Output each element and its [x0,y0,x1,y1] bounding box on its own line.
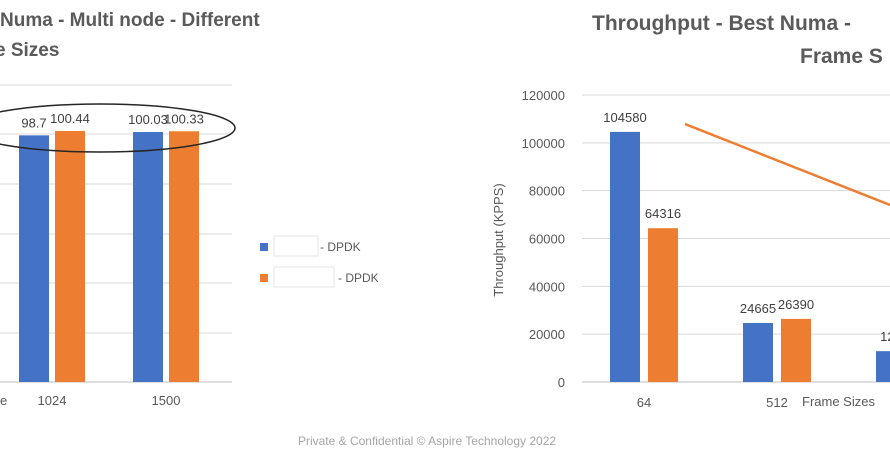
right-x-tick-64: 64 [637,395,651,410]
left-data-label: 100.03 [128,112,168,127]
legend-redacted-box-1 [273,235,319,257]
right-data-label: 64316 [645,206,681,221]
right-y-tick-0: 0 [558,375,565,390]
right-y-tick-labels: 0 20000 40000 60000 80000 100000 120000 [522,88,565,390]
left-bar-1024-s2 [55,131,85,382]
right-data-label: 24665 [740,301,776,316]
left-x-axis-title-fragment: e [0,393,7,408]
right-y-tick-40000: 40000 [529,279,565,294]
right-bar-512-s2 [781,318,811,382]
right-bar-64-s2 [648,228,678,382]
left-x-tick-1500: 1500 [152,393,181,408]
left-x-tick-labels: 1024 1500 [38,393,181,408]
right-y-tick-80000: 80000 [529,184,565,199]
right-chart-title-line-1: Throughput - Best Numa - [592,12,851,35]
legend-swatch-blue [260,243,268,251]
legend-label-series-2: - DPDK [338,271,379,285]
left-chart: Numa - Multi node - Different e Sizes 98… [0,10,260,408]
right-trend-line [684,122,890,207]
right-data-label: 129 [880,329,890,344]
footer-confidential: Private & Confidential © Aspire Technolo… [298,434,556,448]
legend-redacted-box-2 [273,266,335,288]
left-bar-1500-s2 [169,131,199,382]
legend-label-series-1: - DPDK [320,240,361,254]
left-chart-title-line-1: Numa - Multi node - Different [0,10,260,31]
right-x-axis-title: Frame Sizes [802,394,875,409]
left-highlight-ellipse [0,103,236,153]
right-y-tick-120000: 120000 [522,88,565,103]
right-chart: Throughput - Best Numa - Frame S 0 20000 4… [491,12,890,410]
right-bar-512-s1 [743,323,773,382]
legend-swatch-orange [260,274,268,282]
right-bars [610,131,890,382]
right-y-tick-20000: 20000 [529,327,565,342]
left-data-label: 100.33 [164,111,204,126]
left-bars [19,131,199,382]
right-x-tick-512: 512 [766,395,788,410]
legend: - DPDK - DPDK [260,235,379,288]
right-chart-title-line-2: Frame S [800,45,883,68]
right-x-tick-labels: 64 512 [637,395,788,410]
left-bar-1024-s1 [19,135,49,382]
right-y-tick-60000: 60000 [529,232,565,247]
right-y-axis-title: Throughput (KPPS) [491,183,506,296]
left-chart-title-line-2: e Sizes [0,40,59,61]
left-data-label: 98.7 [21,115,46,130]
right-bar-64-s1 [610,131,640,382]
left-data-label: 100.44 [50,111,90,126]
right-bar-third-s1 [876,351,890,382]
right-data-label: 104580 [603,110,646,125]
right-y-tick-100000: 100000 [522,136,565,151]
right-data-label: 26390 [778,297,814,312]
left-x-tick-1024: 1024 [38,393,67,408]
left-bar-1500-s1 [133,132,163,382]
